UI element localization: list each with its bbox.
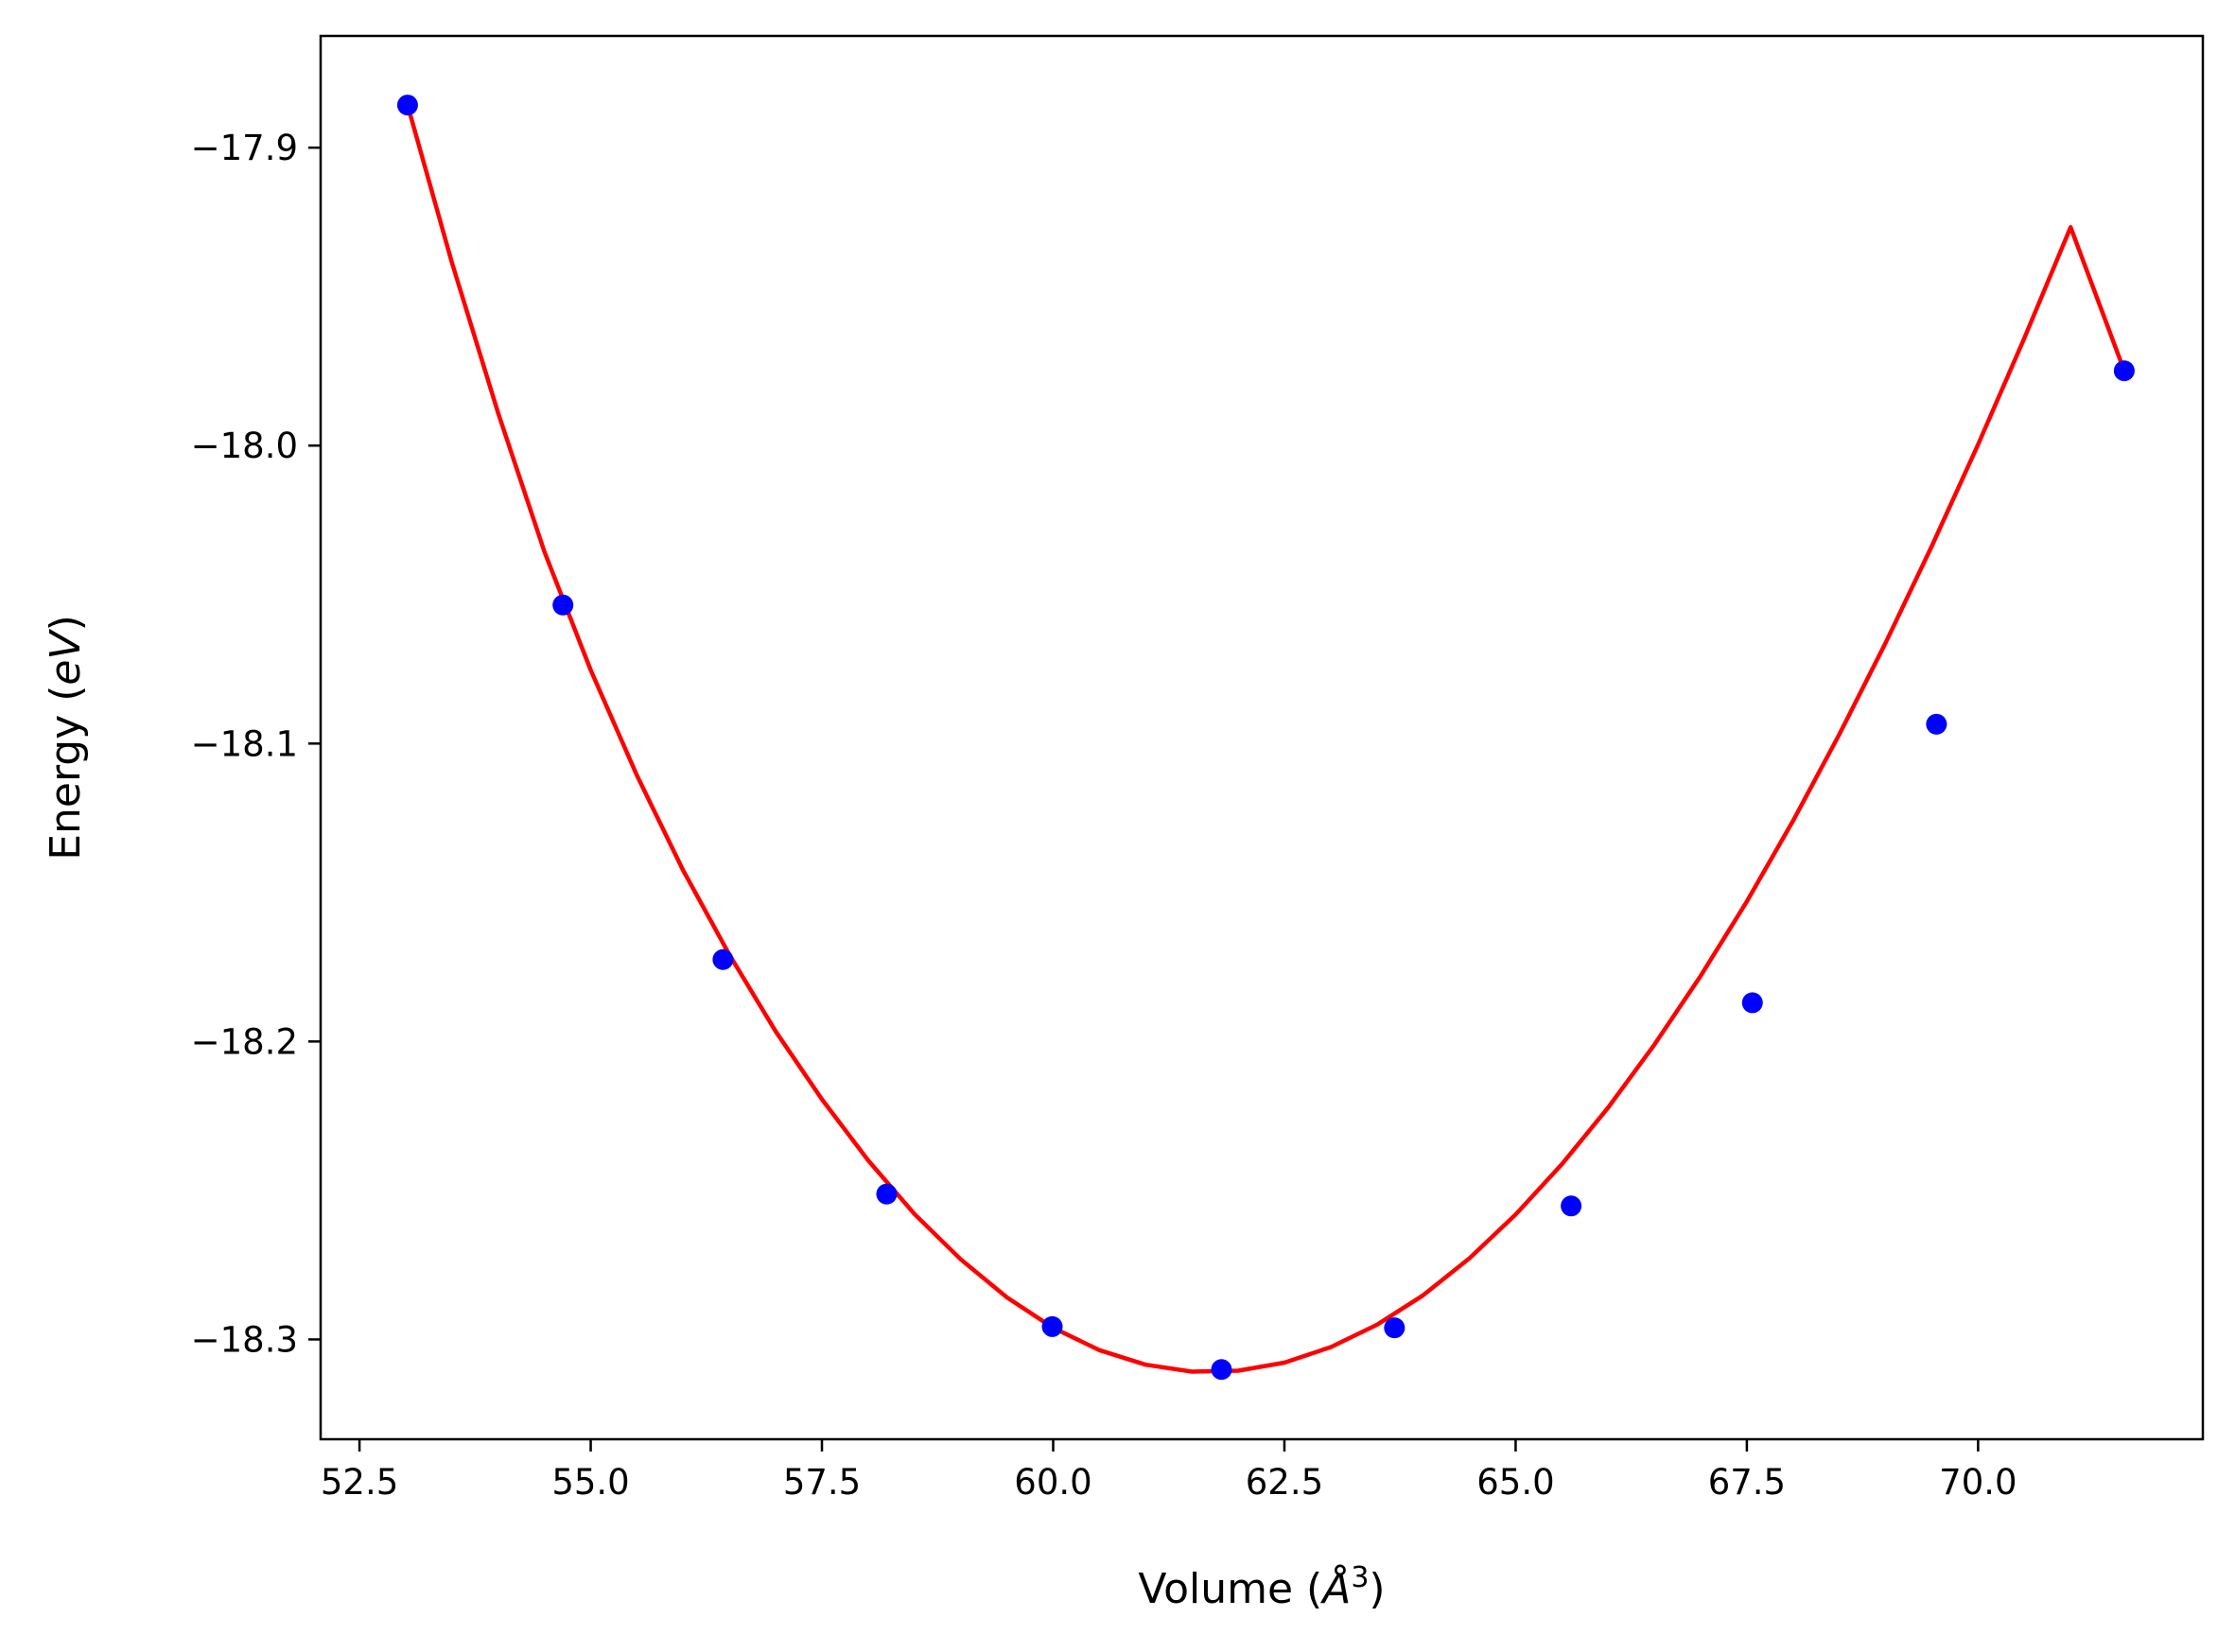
- data-point: [1561, 1195, 1582, 1217]
- x-tick-label: 67.5: [1708, 1462, 1786, 1503]
- x-tick-label: 70.0: [1939, 1462, 2017, 1503]
- fit-curve-line: [405, 102, 2127, 1374]
- x-tick-label: 65.0: [1476, 1462, 1554, 1503]
- data-point: [712, 948, 734, 970]
- fit-curve-layer: [405, 102, 2127, 1374]
- x-tick-label: 57.5: [783, 1462, 861, 1503]
- y-axis-unit: eV: [42, 629, 90, 686]
- x-axis-unit-symbol: Å: [1319, 1563, 1351, 1613]
- plot-area: [321, 36, 2203, 1439]
- data-points-layer: [396, 95, 2135, 1381]
- data-point: [396, 95, 418, 116]
- y-tick-label: −17.9: [191, 128, 298, 168]
- y-axis-title: Energy (eV): [42, 615, 90, 861]
- x-axis-title: Volume (Å3): [1138, 1561, 1385, 1613]
- y-axis-title-text: Energy: [42, 715, 90, 861]
- data-point: [1741, 992, 1763, 1014]
- data-point: [552, 594, 574, 616]
- data-point: [1926, 713, 1947, 735]
- axis-ticks: 52.5 55.0 57.5 60.0 62.5 65.0 67.5 70.0 −17.9 −18…: [191, 128, 2017, 1503]
- x-tick-label: 60.0: [1014, 1462, 1091, 1503]
- y-tick-label: −18.0: [191, 426, 298, 466]
- x-tick-label: 52.5: [321, 1462, 398, 1503]
- x-tick-label: 62.5: [1246, 1462, 1323, 1503]
- x-axis-unit-exponent: 3: [1351, 1561, 1369, 1594]
- y-tick-label: −18.2: [191, 1021, 298, 1062]
- data-point: [1384, 1317, 1406, 1339]
- data-point: [2113, 360, 2135, 382]
- plot-frame: [319, 34, 2205, 1441]
- y-tick-label: −18.3: [191, 1319, 298, 1360]
- data-point: [1041, 1315, 1063, 1337]
- x-tick-label: 55.0: [551, 1462, 629, 1503]
- y-tick-label: −18.1: [191, 723, 298, 764]
- x-axis-title-text: Volume: [1138, 1565, 1293, 1613]
- data-point: [1211, 1359, 1232, 1381]
- data-point: [876, 1183, 898, 1205]
